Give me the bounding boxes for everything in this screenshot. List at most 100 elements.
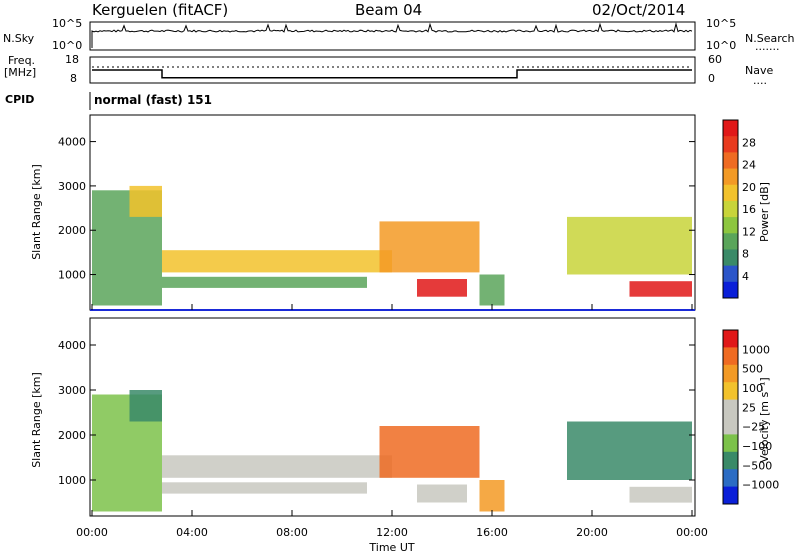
velocity-colorbar-swatch (723, 364, 738, 383)
power-colorbar-swatch (723, 265, 738, 283)
xtick-label: 20:00 (576, 526, 608, 539)
velocity-colorbar-swatch (723, 451, 738, 470)
velocity-colorbar-swatch (723, 486, 738, 505)
velocity-colorbar-swatch (723, 399, 738, 418)
power-echo-region-3 (162, 276, 367, 288)
freq-right-tick-bottom: 0 (708, 72, 715, 85)
xtick-label: 12:00 (376, 526, 408, 539)
vel-ytick-label: 3000 (58, 384, 86, 397)
power-colorbar-swatch (723, 152, 738, 170)
power-echo-region-5 (417, 279, 467, 297)
vel-echo-region-2 (162, 455, 392, 478)
beam-title: Beam 04 (355, 1, 422, 19)
nsky-left-tick-bottom: 10^0 (52, 39, 82, 52)
vel-ytick-label: 4000 (58, 339, 86, 352)
power-colorbar-swatch (723, 233, 738, 250)
power-echo-region-7 (567, 216, 692, 275)
power-echo-region-8 (629, 281, 692, 297)
date-title: 02/Oct/2014 (592, 1, 685, 19)
time-xlabel: Time UT (368, 541, 414, 554)
power-colorbar-swatch (723, 168, 738, 186)
velocity-colorbar-label: Velocity [m s⁻¹] (758, 377, 771, 462)
cpid-mode: normal (fast) 151 (94, 93, 212, 107)
velocity-colorbar-tick-label: 500 (742, 363, 763, 376)
power-colorbar-tick-label: 24 (742, 159, 756, 172)
power-colorbar-tick-label: 16 (742, 203, 756, 216)
nsky-right-tick-bottom: 10^0 (706, 39, 736, 52)
xtick-label: 00:00 (76, 526, 108, 539)
power-echo-region-2 (162, 250, 392, 273)
velocity-echo-layer (92, 390, 692, 512)
freq-frame (89, 56, 696, 84)
power-colorbar-tick-label: 4 (742, 270, 749, 283)
nave-label: Nave (745, 64, 773, 77)
vel-echo-region-5 (417, 484, 467, 503)
vel-echo-region-7 (567, 421, 692, 480)
power-echo-region-1 (129, 185, 162, 217)
power-ytick-label: 3000 (58, 180, 86, 193)
velocity-colorbar-tick-label: −25 (742, 421, 765, 434)
velocity-colorbar-tick-label: −100 (742, 440, 772, 453)
nsky-left-tick-top: 10^5 (52, 17, 82, 30)
velocity-colorbar-swatch (723, 434, 738, 453)
power-colorbar: 28 24 20 16 12 8 4 (722, 119, 756, 299)
xtick-label: 04:00 (176, 526, 208, 539)
power-colorbar-swatch (723, 249, 738, 267)
nave-legend: .... (753, 74, 767, 87)
velocity-colorbar-tick-label: −1000 (742, 479, 779, 492)
vel-echo-region-1 (129, 390, 162, 422)
power-colorbar-swatch (723, 217, 738, 234)
vel-ytick-label: 2000 (58, 429, 86, 442)
power-colorbar-frame (722, 119, 739, 299)
freq-left-tick-top: 18 (65, 53, 79, 66)
power-colorbar-label: Power [dB] (758, 182, 771, 242)
power-echo-region-4 (379, 221, 480, 273)
power-yticks: 4000 3000 2000 1000 (58, 136, 695, 282)
nsearch-legend: ....... (755, 40, 779, 53)
vel-echo-region-3 (162, 482, 367, 494)
power-colorbar-swatch (723, 136, 738, 153)
vel-echo-region-6 (479, 480, 505, 512)
xtick-label: 16:00 (476, 526, 508, 539)
velocity-colorbar-swatch (723, 382, 738, 401)
power-colorbar-tick-label: 20 (742, 181, 756, 194)
power-colorbar-tick-label: 12 (742, 225, 756, 238)
freq-unit-label: [MHz] (4, 66, 36, 79)
power-colorbar-swatch (723, 184, 738, 202)
velocity-panel: 4000 3000 2000 1000 Slant Range [km] (30, 317, 696, 517)
power-colorbar-tick-label: 28 (742, 136, 756, 149)
velocity-colorbar-tick-label: 25 (742, 401, 756, 414)
velocity-ylabel: Slant Range [km] (30, 372, 43, 468)
power-colorbar-tick-label: 8 (742, 248, 749, 261)
velocity-colorbar-tick-label: 1000 (742, 343, 770, 356)
velocity-yticks: 4000 3000 2000 1000 (58, 339, 695, 487)
vel-ytick-label: 1000 (58, 474, 86, 487)
velocity-colorbar: 1000 500 100 25 −25 −100 −500 −1000 (722, 329, 779, 505)
vel-echo-region-8 (629, 486, 692, 503)
velocity-colorbar-frame (722, 329, 739, 505)
freq-line (92, 69, 692, 79)
nsearch-label: N.Search (745, 32, 795, 45)
freq-panel: Freq. [MHz] 18 8 60 0 Nave .... (4, 53, 773, 87)
cpid-label: CPID (5, 93, 34, 106)
velocity-colorbar-swatch (723, 330, 738, 348)
velocity-colorbar-tick-label: −500 (742, 459, 772, 472)
power-colorbar-swatch (723, 120, 738, 137)
freq-left-tick-bottom: 8 (70, 72, 77, 85)
nsky-frame (89, 21, 696, 51)
power-ytick-label: 2000 (58, 224, 86, 237)
velocity-colorbar-swatch (723, 347, 738, 366)
power-ytick-label: 1000 (58, 269, 86, 282)
nsky-label: N.Sky (3, 32, 35, 45)
nsky-right-tick-top: 10^5 (706, 17, 736, 30)
power-colorbar-swatch (723, 200, 738, 218)
freq-right-tick-top: 60 (708, 53, 722, 66)
time-xticks: 00:00 04:00 08:00 12:00 16:00 20:00 00:00 (76, 304, 708, 539)
xtick-label: 08:00 (276, 526, 308, 539)
power-echo-region-6 (479, 274, 505, 306)
velocity-colorbar-swatch (723, 417, 738, 435)
power-panel: 4000 3000 2000 1000 Slant Range [km] (30, 114, 696, 311)
velocity-colorbar-swatch (723, 469, 738, 488)
power-echo-layer (92, 185, 692, 306)
